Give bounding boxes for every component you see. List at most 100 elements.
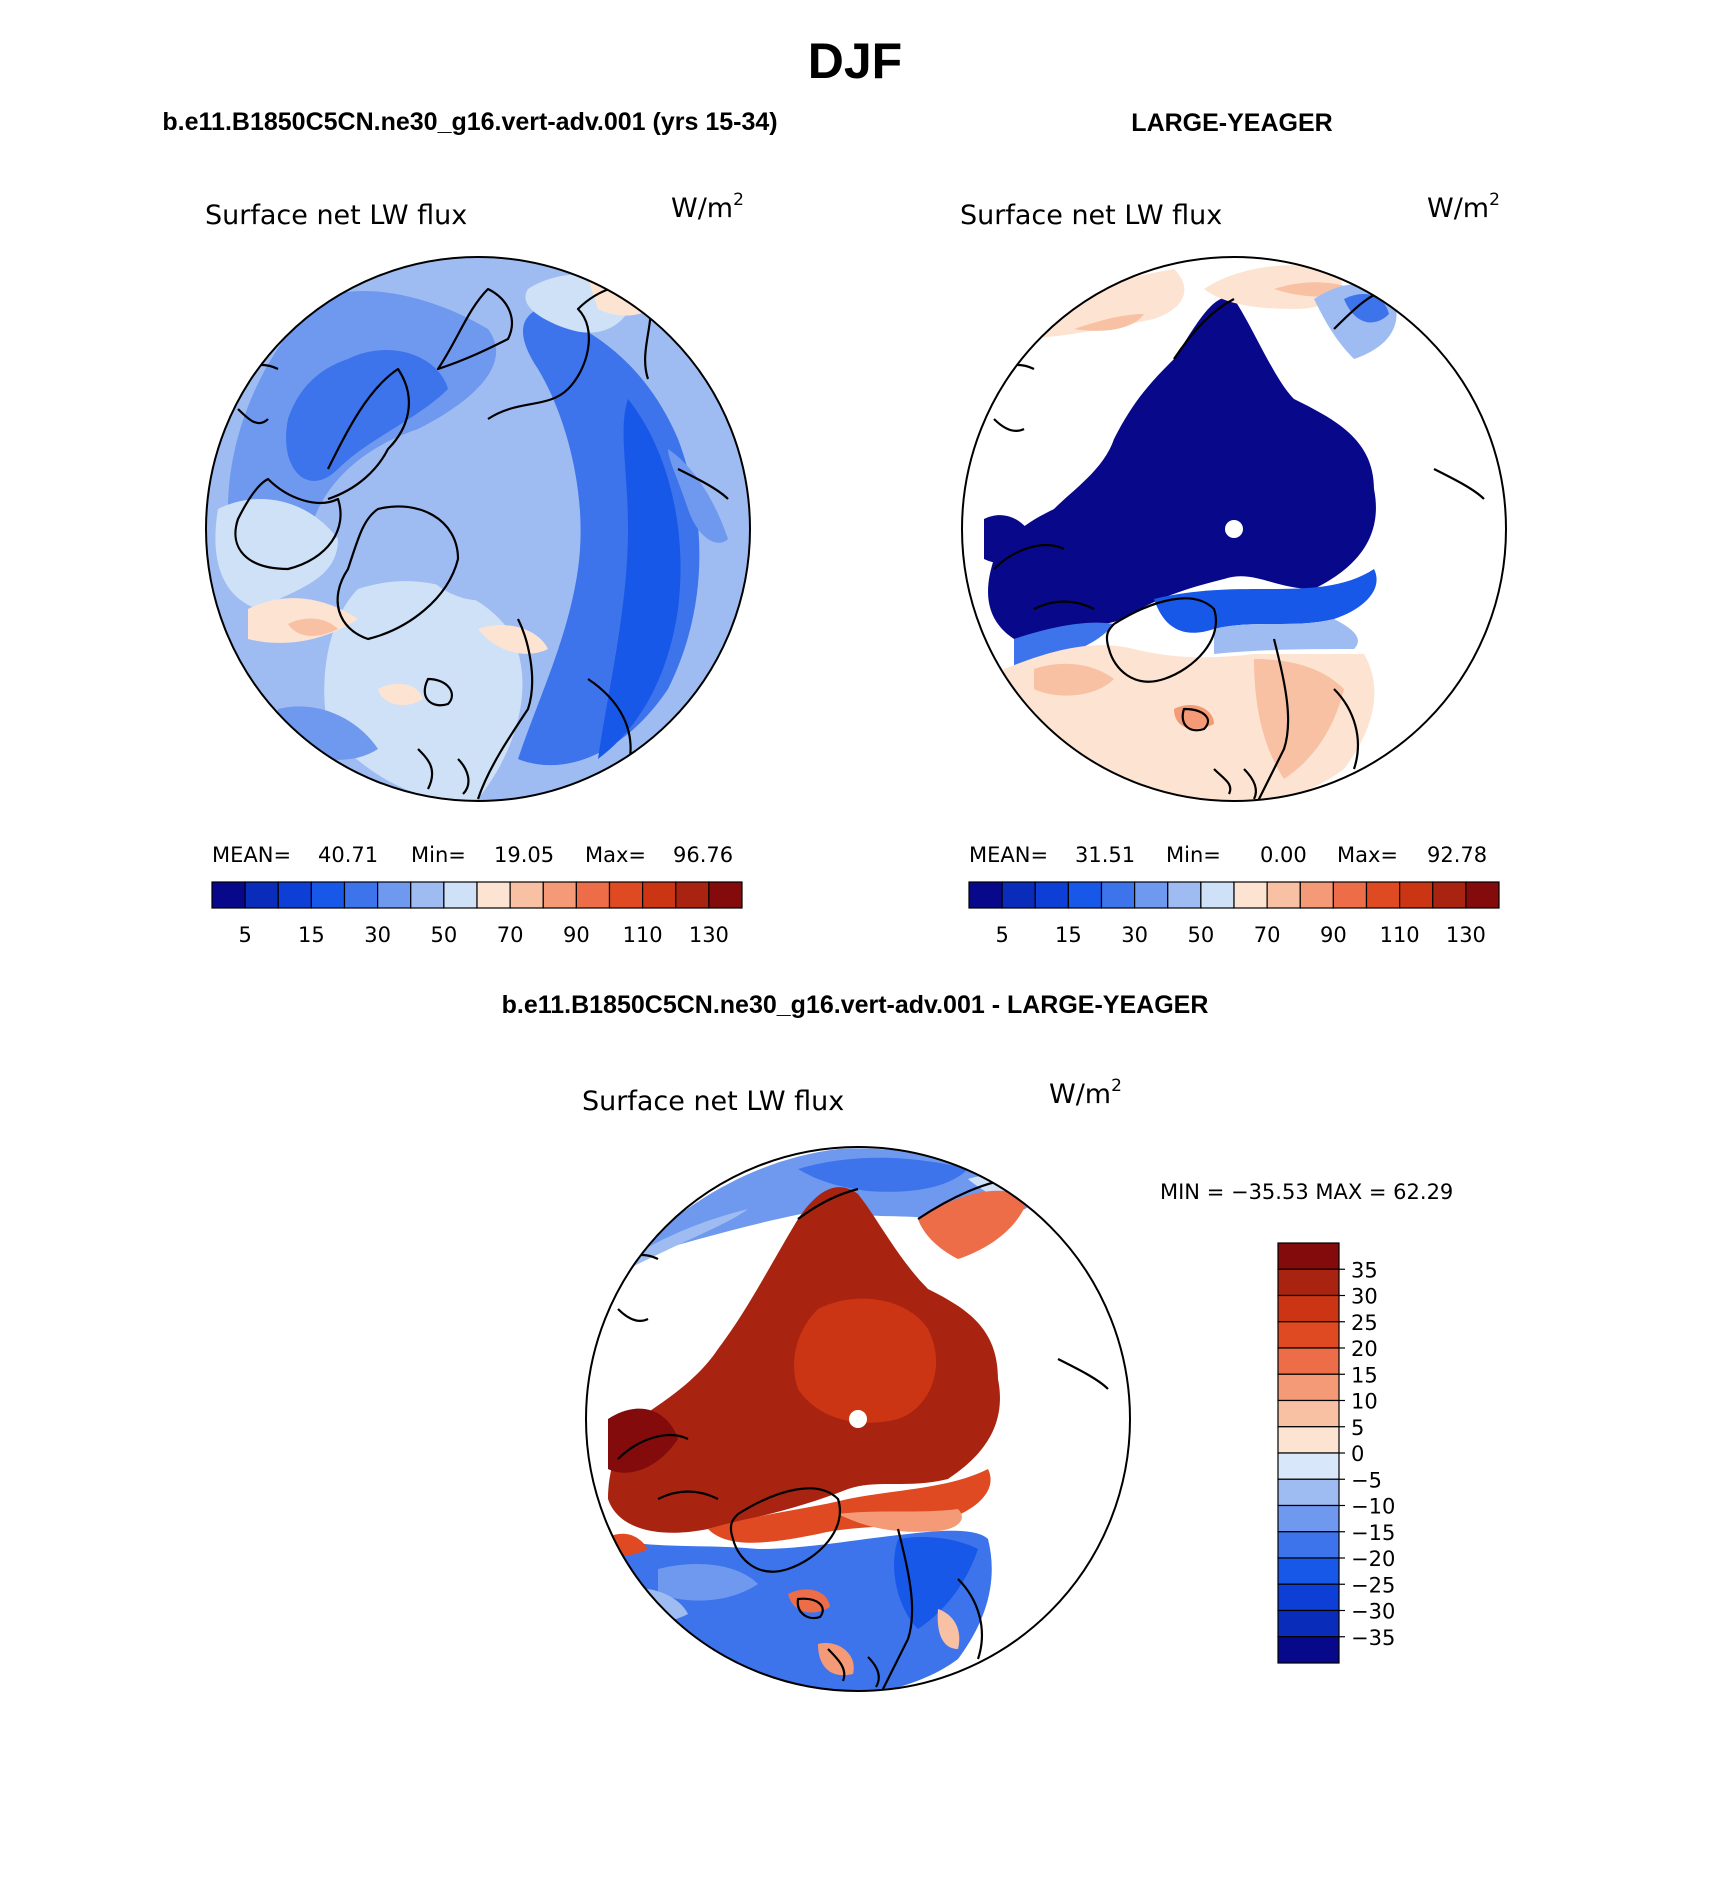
panel3-colorbar-tick-label: −15	[1351, 1521, 1395, 1545]
panel1-colorbar-box	[343, 881, 379, 909]
panel3-colorbar-tick-label: 5	[1351, 1416, 1364, 1440]
panel3-colorbar-tick-label: −25	[1351, 1573, 1395, 1597]
panel2-colorbar-box	[1266, 881, 1301, 909]
panel3-colorbar-box	[1277, 1504, 1340, 1533]
panel2-mean-label: MEAN=	[969, 843, 1048, 867]
panel3-colorbar-tick-label: 30	[1351, 1285, 1378, 1309]
panel1-colorbar-box	[277, 881, 312, 909]
panel1-colorbar-box	[443, 881, 478, 909]
panel1-colorbar-box	[642, 881, 677, 909]
panel3-colorbar-box	[1277, 1531, 1340, 1559]
panel1-mean-label: MEAN=	[212, 843, 291, 867]
panel1-units: W/m2	[671, 190, 744, 224]
panel2-max-label: Max=	[1337, 843, 1398, 867]
panel1-min-value: 19.05	[494, 843, 554, 867]
panel1-colorbar-box	[575, 881, 611, 909]
panel1-max-label: Max=	[585, 843, 646, 867]
panel1-colorbar: 5 15 30 50 70 90 110 130	[211, 881, 743, 947]
panel2-colorbar-box	[1134, 881, 1169, 909]
panel3-colorbar-tick-label: 0	[1351, 1442, 1364, 1466]
panel3-colorbar-tick-label: −10	[1351, 1495, 1395, 1519]
panel2-colorbar-box	[1100, 881, 1136, 909]
panel3-colorbar-tick-label: 35	[1351, 1258, 1378, 1282]
panel3-colorbar-box	[1277, 1426, 1340, 1454]
panel2-colorbar-tick-label: 110	[1380, 923, 1420, 947]
panel1-colorbar-box	[410, 881, 445, 909]
panel3-colorbar-tick-label: −30	[1351, 1600, 1395, 1624]
panel1-colorbar-tick-label: 130	[689, 923, 729, 947]
panel1-colorbar-tick-label: 110	[623, 923, 663, 947]
panel3-colorbar-tick-label: 20	[1351, 1337, 1378, 1361]
panel2-colorbar-tick-label: 50	[1188, 923, 1215, 947]
panel3-colorbar-box	[1277, 1478, 1340, 1507]
panel3-colorbar-tick-label: 10	[1351, 1390, 1378, 1414]
panel2-colorbar-box	[1233, 881, 1268, 909]
panel1-min-label: Min=	[411, 843, 466, 867]
panel3-colorbar-tick-label: −35	[1351, 1626, 1395, 1650]
panel2-colorbar-box	[1299, 881, 1334, 909]
panel1-colorbar-tick-label: 30	[364, 923, 391, 947]
panel2-colorbar-tick-label: 30	[1121, 923, 1148, 947]
panel2-max-value: 92.78	[1427, 843, 1487, 867]
panel3-colorbar-box	[1277, 1294, 1340, 1323]
panel2-colorbar-tick-label: 90	[1320, 923, 1347, 947]
panel3-colorbar-box	[1277, 1268, 1340, 1297]
panel1-colorbar-box	[675, 881, 710, 909]
panel3-colorbar-box	[1277, 1347, 1340, 1375]
panel3-colorbar-box	[1277, 1399, 1340, 1428]
panel3-units: W/m2	[1049, 1076, 1122, 1110]
panel2-colorbar-box	[1034, 881, 1069, 909]
panel2-min-value: 0.00	[1260, 843, 1307, 867]
panel2-colorbar-box	[1167, 881, 1202, 909]
panel3-colorbar-box	[1277, 1557, 1340, 1585]
panel2-min-label: Min=	[1166, 843, 1221, 867]
panel3-colorbar-box	[1277, 1452, 1340, 1480]
panel1-colorbar-box	[608, 881, 644, 909]
panel1-colorbar-box	[377, 881, 412, 909]
panel3-map	[585, 1146, 1131, 1692]
panel1-plot-title: Surface net LW flux	[205, 200, 467, 231]
panel1: Surface net LW flux W/m2	[205, 190, 751, 947]
panel2-plot-title: Surface net LW flux	[960, 200, 1222, 231]
panel1-colorbar-tick-label: 90	[563, 923, 590, 947]
panel1-map	[205, 256, 751, 802]
panel2-colorbar-box	[1001, 881, 1036, 909]
panel2-colorbar-tick-label: 130	[1446, 923, 1486, 947]
panel1-colorbar-box	[542, 881, 577, 909]
panel2: Surface net LW flux W/m2	[960, 190, 1507, 947]
panel3-minmax: MIN = −35.53 MAX = 62.29	[1160, 1180, 1453, 1204]
panel2-colorbar-tick-label: 15	[1055, 923, 1082, 947]
panel3-colorbar-tick-label: 25	[1351, 1311, 1378, 1335]
panel1-colorbar-box	[211, 881, 246, 909]
panel2-colorbar: 5 15 30 50 70 90 110 130	[968, 881, 1500, 947]
panel2-pole-marker	[1225, 520, 1243, 538]
panel2-colorbar-box	[1365, 881, 1401, 909]
panel2-header: LARGE-YEAGER	[1131, 109, 1332, 137]
panel1-colorbar-box	[244, 881, 279, 909]
panel2-colorbar-box	[1067, 881, 1103, 909]
panel3-plot-title: Surface net LW flux	[582, 1086, 844, 1117]
panel3-colorbar-box	[1277, 1636, 1340, 1664]
panel3: Surface net LW flux W/m2 MIN = −35.53 MA…	[582, 1076, 1453, 1692]
panel2-colorbar-box	[968, 881, 1003, 909]
panel1-mean-value: 40.71	[318, 843, 378, 867]
panel2-units: W/m2	[1427, 190, 1500, 224]
panel2-colorbar-box	[1432, 881, 1467, 909]
panel1-colorbar-box	[509, 881, 544, 909]
panel2-map	[961, 256, 1507, 802]
panel2-colorbar-tick-label: 70	[1254, 923, 1281, 947]
panel3-colorbar-box	[1277, 1242, 1340, 1270]
panel2-colorbar-tick-label: 5	[995, 923, 1008, 947]
panel2-colorbar-box	[1399, 881, 1434, 909]
panel3-colorbar-box	[1277, 1373, 1340, 1402]
panel2-colorbar-box	[1200, 881, 1235, 909]
panel3-colorbar-box	[1277, 1583, 1340, 1612]
panel1-colorbar-box	[708, 881, 743, 909]
panel3-pole-marker	[849, 1410, 867, 1428]
panel3-colorbar-tick-label: −20	[1351, 1547, 1395, 1571]
figure-title: DJF	[808, 33, 902, 89]
panel1-header: b.e11.B1850C5CN.ne30_g16.vert-adv.001 (y…	[162, 108, 777, 136]
panel1-colorbar-tick-label: 70	[497, 923, 524, 947]
